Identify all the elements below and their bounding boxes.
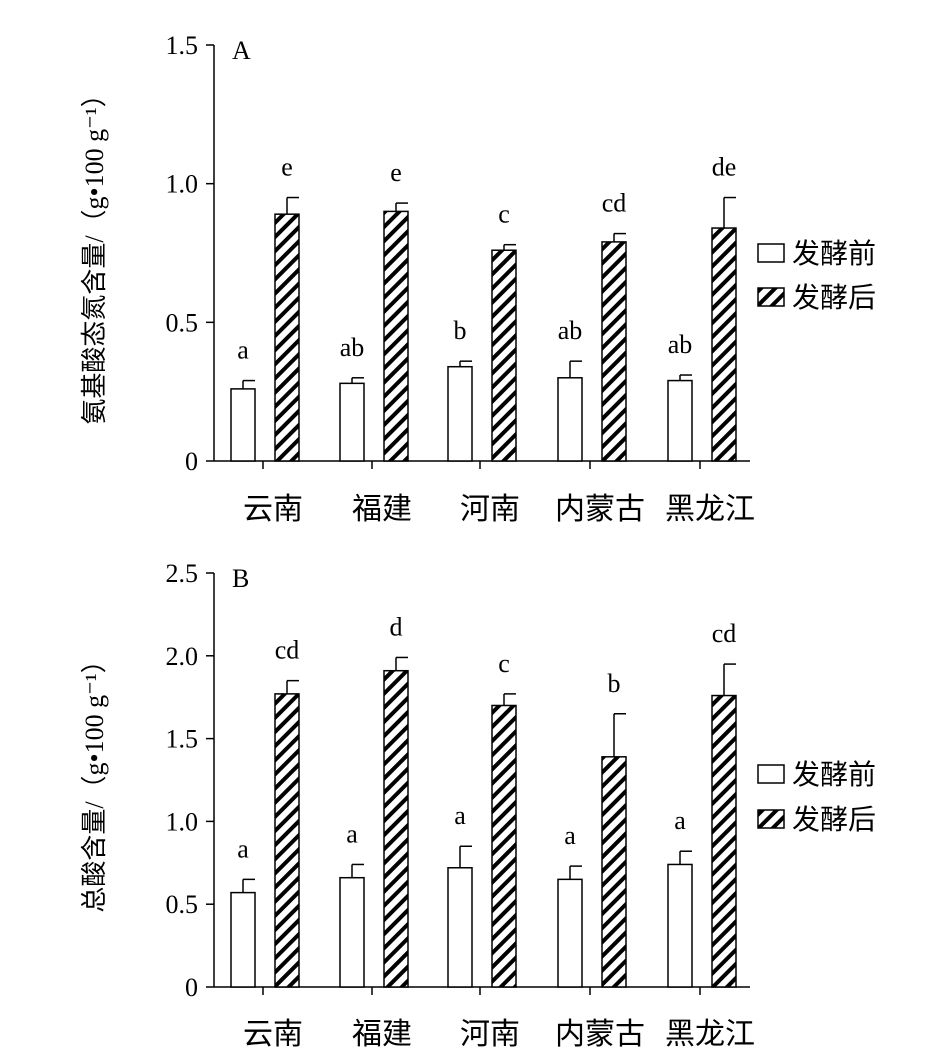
y-tick-label: 0	[185, 447, 198, 476]
y-tick-label: 1.0	[166, 170, 199, 199]
bar-before	[447, 867, 473, 988]
chart-panel-b: 0 0.5 1.0 1.5 2.0 2.5 B 总酸含量/（g•100 g⁻¹） 云南 福建 河南 内…	[80, 559, 876, 1051]
bar-before	[230, 388, 256, 462]
significance-letter: cd	[602, 189, 627, 218]
legend-label: 发酵后	[792, 282, 876, 314]
significance-letter: b	[608, 669, 621, 698]
y-axis-title: 氨基酸态氮含量/（g•100 g⁻¹）	[80, 81, 109, 424]
legend-label: 发酵前	[792, 238, 876, 270]
legend-label: 发酵后	[792, 804, 876, 836]
significance-letter: a	[564, 821, 576, 850]
significance-letter: de	[712, 153, 737, 182]
significance-letter: cd	[712, 619, 737, 648]
bar-before	[230, 891, 256, 988]
bar-after	[491, 249, 517, 462]
x-tick-label: 河南	[460, 1018, 520, 1051]
panel-label: B	[232, 564, 249, 593]
x-tick-label: 福建	[352, 493, 412, 526]
bar-before	[339, 876, 365, 988]
significance-letter: ab	[340, 333, 365, 362]
y-tick-label: 1.5	[166, 725, 199, 754]
significance-letter: ab	[668, 330, 693, 359]
x-tick-label: 黑龙江	[665, 493, 755, 526]
y-tick-label: 0.5	[166, 308, 199, 337]
significance-letter: c	[498, 649, 510, 678]
significance-letter: d	[390, 612, 403, 641]
significance-letter: e	[390, 158, 402, 187]
panel-label: A	[232, 36, 251, 65]
x-tick-label: 内蒙古	[555, 1018, 645, 1051]
bar-after	[491, 704, 517, 988]
bar-after	[383, 210, 409, 462]
x-tick-label: 云南	[243, 493, 303, 526]
bar-after	[383, 669, 409, 988]
bar-after	[711, 694, 737, 988]
chart-panel-a: 0 0.5 1.0 1.5 A 氨基酸态氮含量/（g•100 g⁻¹） 云南 福建 河南 内蒙古黑…	[80, 31, 876, 526]
legend-label: 发酵前	[792, 759, 876, 791]
bar-before	[557, 878, 583, 988]
bar-after	[601, 756, 627, 988]
bar-after	[601, 241, 627, 462]
significance-letter: e	[281, 153, 293, 182]
bar-before	[447, 365, 473, 462]
significance-letter: c	[498, 200, 510, 229]
significance-letter: a	[674, 806, 686, 835]
bar-before	[667, 379, 693, 462]
x-tick-label: 福建	[352, 1018, 412, 1051]
y-tick-label: 2.0	[166, 642, 199, 671]
significance-letter: ab	[558, 316, 583, 345]
significance-letter: b	[454, 316, 467, 345]
x-tick-label: 河南	[460, 493, 520, 526]
x-tick-label: 云南	[243, 1018, 303, 1051]
bar-after	[274, 213, 300, 462]
y-tick-label: 2.5	[166, 559, 199, 588]
significance-letter: a	[346, 819, 358, 848]
bar-after	[274, 693, 300, 988]
x-tick-label: 黑龙江	[665, 1018, 755, 1051]
y-tick-label: 0.5	[166, 890, 199, 919]
y-tick-label: 1.5	[166, 31, 199, 60]
x-tick-label: 内蒙古	[555, 493, 645, 526]
y-tick-label: 0	[185, 973, 198, 1002]
legend-swatch-after	[757, 809, 785, 829]
significance-letter: a	[454, 801, 466, 830]
legend-swatch-before	[757, 764, 785, 784]
bar-before	[339, 382, 365, 462]
significance-letter: a	[237, 834, 249, 863]
bar-before	[667, 863, 693, 988]
significance-letter: cd	[275, 636, 300, 665]
bar-before	[557, 377, 583, 462]
significance-letter: a	[237, 336, 249, 365]
legend-swatch-before	[757, 243, 785, 263]
legend-swatch-after	[757, 287, 785, 307]
bar-after	[711, 227, 737, 462]
y-tick-label: 1.0	[166, 807, 199, 836]
y-axis-title: 总酸含量/（g•100 g⁻¹）	[80, 647, 109, 912]
